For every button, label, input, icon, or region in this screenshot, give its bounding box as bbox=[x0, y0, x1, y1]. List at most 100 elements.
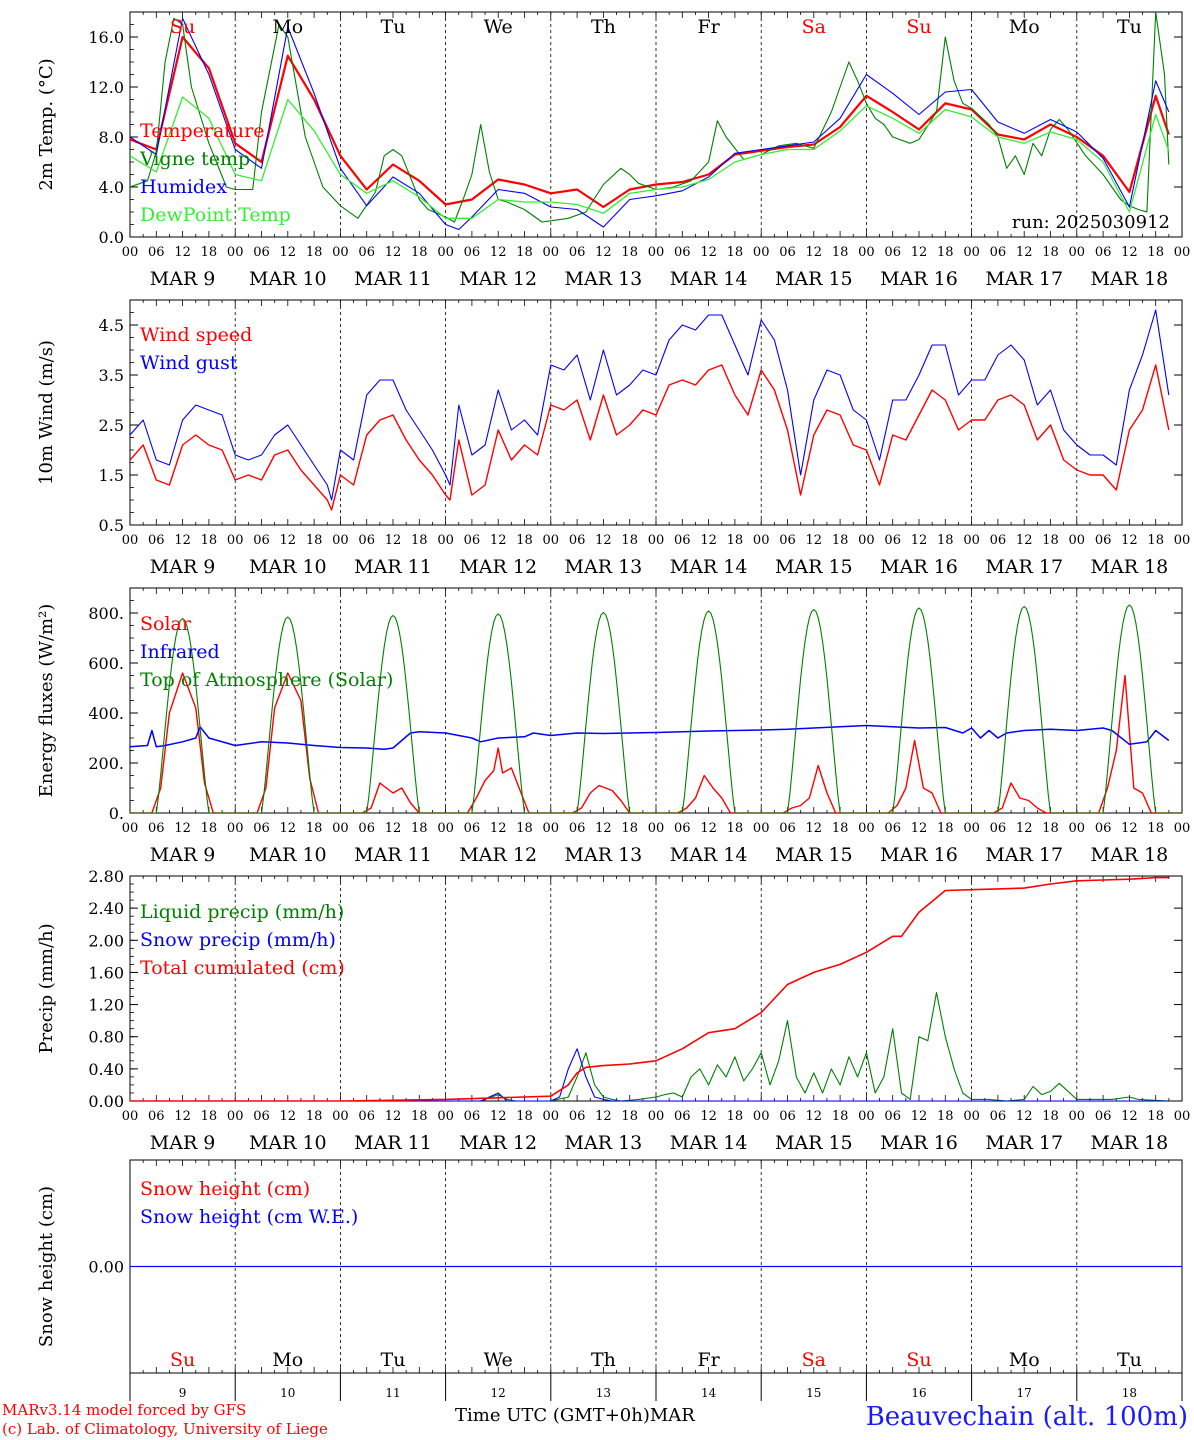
x-hour-label: 12 bbox=[806, 245, 823, 260]
weekday-label: We bbox=[484, 1349, 513, 1371]
y-tick-label: 800. bbox=[88, 604, 124, 623]
x-hour-label: 18 bbox=[937, 1109, 954, 1124]
x-date-label: MAR 9 bbox=[150, 268, 216, 290]
x-hour-label: 06 bbox=[884, 245, 901, 260]
x-date-label: MAR 15 bbox=[775, 556, 853, 578]
legend-entry: Vigne temp bbox=[139, 148, 250, 170]
station-name: Beauvechain (alt. 100m) bbox=[865, 1402, 1188, 1432]
x-hour-label: 00 bbox=[227, 821, 244, 836]
x-hour-label: 12 bbox=[385, 1109, 402, 1124]
x-hour-label: 00 bbox=[963, 533, 980, 548]
x-hour-label: 00 bbox=[543, 533, 560, 548]
x-date-label: MAR 18 bbox=[1091, 556, 1169, 578]
x-hour-label: 12 bbox=[595, 533, 612, 548]
x-hour-label: 18 bbox=[1147, 1109, 1164, 1124]
x-hour-label: 06 bbox=[358, 1109, 375, 1124]
lab-credit: (c) Lab. of Climatology, University of L… bbox=[2, 1420, 328, 1438]
y-axis-label: 10m Wind (m/s) bbox=[36, 340, 57, 485]
x-date-label: MAR 13 bbox=[565, 556, 643, 578]
x-date-label: MAR 11 bbox=[354, 844, 432, 866]
x-hour-label: 18 bbox=[1147, 245, 1164, 260]
x-hour-label: 18 bbox=[411, 1109, 428, 1124]
x-hour-label: 18 bbox=[516, 1109, 533, 1124]
x-hour-label: 06 bbox=[464, 533, 481, 548]
x-hour-label: 00 bbox=[753, 821, 770, 836]
x-hour-label: 18 bbox=[201, 533, 218, 548]
x-date-label: MAR 13 bbox=[565, 268, 643, 290]
weekday-label: Su bbox=[170, 1349, 195, 1371]
x-hour-label: 06 bbox=[674, 245, 691, 260]
x-hour-label: 06 bbox=[990, 1109, 1007, 1124]
x-hour-label: 12 bbox=[595, 821, 612, 836]
x-hour-label: 12 bbox=[174, 821, 191, 836]
x-hour-label: 12 bbox=[806, 533, 823, 548]
x-hour-label: 06 bbox=[148, 1109, 165, 1124]
weekday-label: Th bbox=[591, 16, 616, 38]
x-hour-label: 00 bbox=[753, 533, 770, 548]
x-hour-label: 00 bbox=[227, 533, 244, 548]
x-hour-label: 06 bbox=[569, 533, 586, 548]
x-hour-label: 18 bbox=[621, 1109, 638, 1124]
series-line-humidex bbox=[130, 17, 1170, 231]
x-hour-label: 06 bbox=[253, 1109, 270, 1124]
x-date-label: MAR 15 bbox=[775, 268, 853, 290]
x-hour-label: 12 bbox=[490, 533, 507, 548]
x-hour-label: 00 bbox=[122, 821, 139, 836]
x-hour-label: 18 bbox=[201, 245, 218, 260]
x-hour-label: 12 bbox=[174, 1109, 191, 1124]
x-hour-label: 12 bbox=[1016, 245, 1033, 260]
x-hour-label: 18 bbox=[306, 1109, 323, 1124]
x-hour-label: 00 bbox=[1174, 245, 1191, 260]
panel-snow: 0.00 Snow height (cm) Snow height (cm) Snow… bbox=[36, 1159, 1183, 1401]
x-date-label: MAR 9 bbox=[150, 844, 216, 866]
x-date-label: MAR 17 bbox=[985, 1132, 1063, 1154]
x-hour-label: 06 bbox=[779, 821, 796, 836]
x-hour-label: 06 bbox=[674, 821, 691, 836]
x-hour-label: 06 bbox=[990, 821, 1007, 836]
y-tick-label: 12.0 bbox=[88, 78, 124, 97]
x-date-label: MAR 11 bbox=[354, 268, 432, 290]
x-hour-label: 00 bbox=[858, 245, 875, 260]
x-hour-label: 06 bbox=[253, 533, 270, 548]
x-date-label: MAR 12 bbox=[459, 268, 537, 290]
y-tick-label: 2.00 bbox=[88, 931, 124, 950]
x-hour-label: 00 bbox=[437, 533, 454, 548]
x-date-label: MAR 16 bbox=[880, 844, 958, 866]
month-label: MAR bbox=[649, 1405, 695, 1426]
x-hour-label: 18 bbox=[727, 1109, 744, 1124]
x-hour-label: 18 bbox=[832, 533, 849, 548]
legend-entry: Snow height (cm) bbox=[140, 1178, 310, 1200]
x-hour-label: 12 bbox=[806, 1109, 823, 1124]
y-tick-label: 0.80 bbox=[88, 1028, 124, 1047]
weekday-label: Fr bbox=[697, 1349, 720, 1371]
time-axis-label: Time UTC (GMT+0h) bbox=[455, 1405, 650, 1426]
y-tick-label: 0. bbox=[109, 804, 124, 823]
x-hour-label: 00 bbox=[332, 245, 349, 260]
x-hour-label: 06 bbox=[884, 821, 901, 836]
x-date-label: MAR 11 bbox=[354, 556, 432, 578]
x-hour-label: 06 bbox=[779, 1109, 796, 1124]
x-hour-label: 00 bbox=[648, 245, 665, 260]
x-hour-label: 06 bbox=[464, 1109, 481, 1124]
x-hour-label: 00 bbox=[648, 821, 665, 836]
weekday-label: Mo bbox=[1009, 1349, 1040, 1371]
x-hour-label: 18 bbox=[937, 533, 954, 548]
x-hour-label: 18 bbox=[937, 821, 954, 836]
day-number: 15 bbox=[806, 1386, 821, 1400]
x-hour-label: 06 bbox=[884, 533, 901, 548]
x-hour-label: 06 bbox=[884, 1109, 901, 1124]
run-label: run: 2025030912 bbox=[1012, 212, 1170, 233]
y-tick-label: 1.20 bbox=[88, 996, 124, 1015]
x-hour-label: 00 bbox=[1174, 1109, 1191, 1124]
x-hour-label: 00 bbox=[122, 245, 139, 260]
day-number: 10 bbox=[280, 1386, 295, 1400]
x-date-label: MAR 9 bbox=[150, 1132, 216, 1154]
x-hour-label: 00 bbox=[858, 533, 875, 548]
series-line-infrared bbox=[130, 724, 1170, 751]
weekday-label: Mo bbox=[272, 16, 303, 38]
x-hour-label: 00 bbox=[227, 245, 244, 260]
day-number: 16 bbox=[911, 1386, 926, 1400]
x-hour-label: 12 bbox=[490, 821, 507, 836]
x-hour-label: 00 bbox=[543, 821, 560, 836]
x-hour-label: 12 bbox=[1121, 533, 1138, 548]
